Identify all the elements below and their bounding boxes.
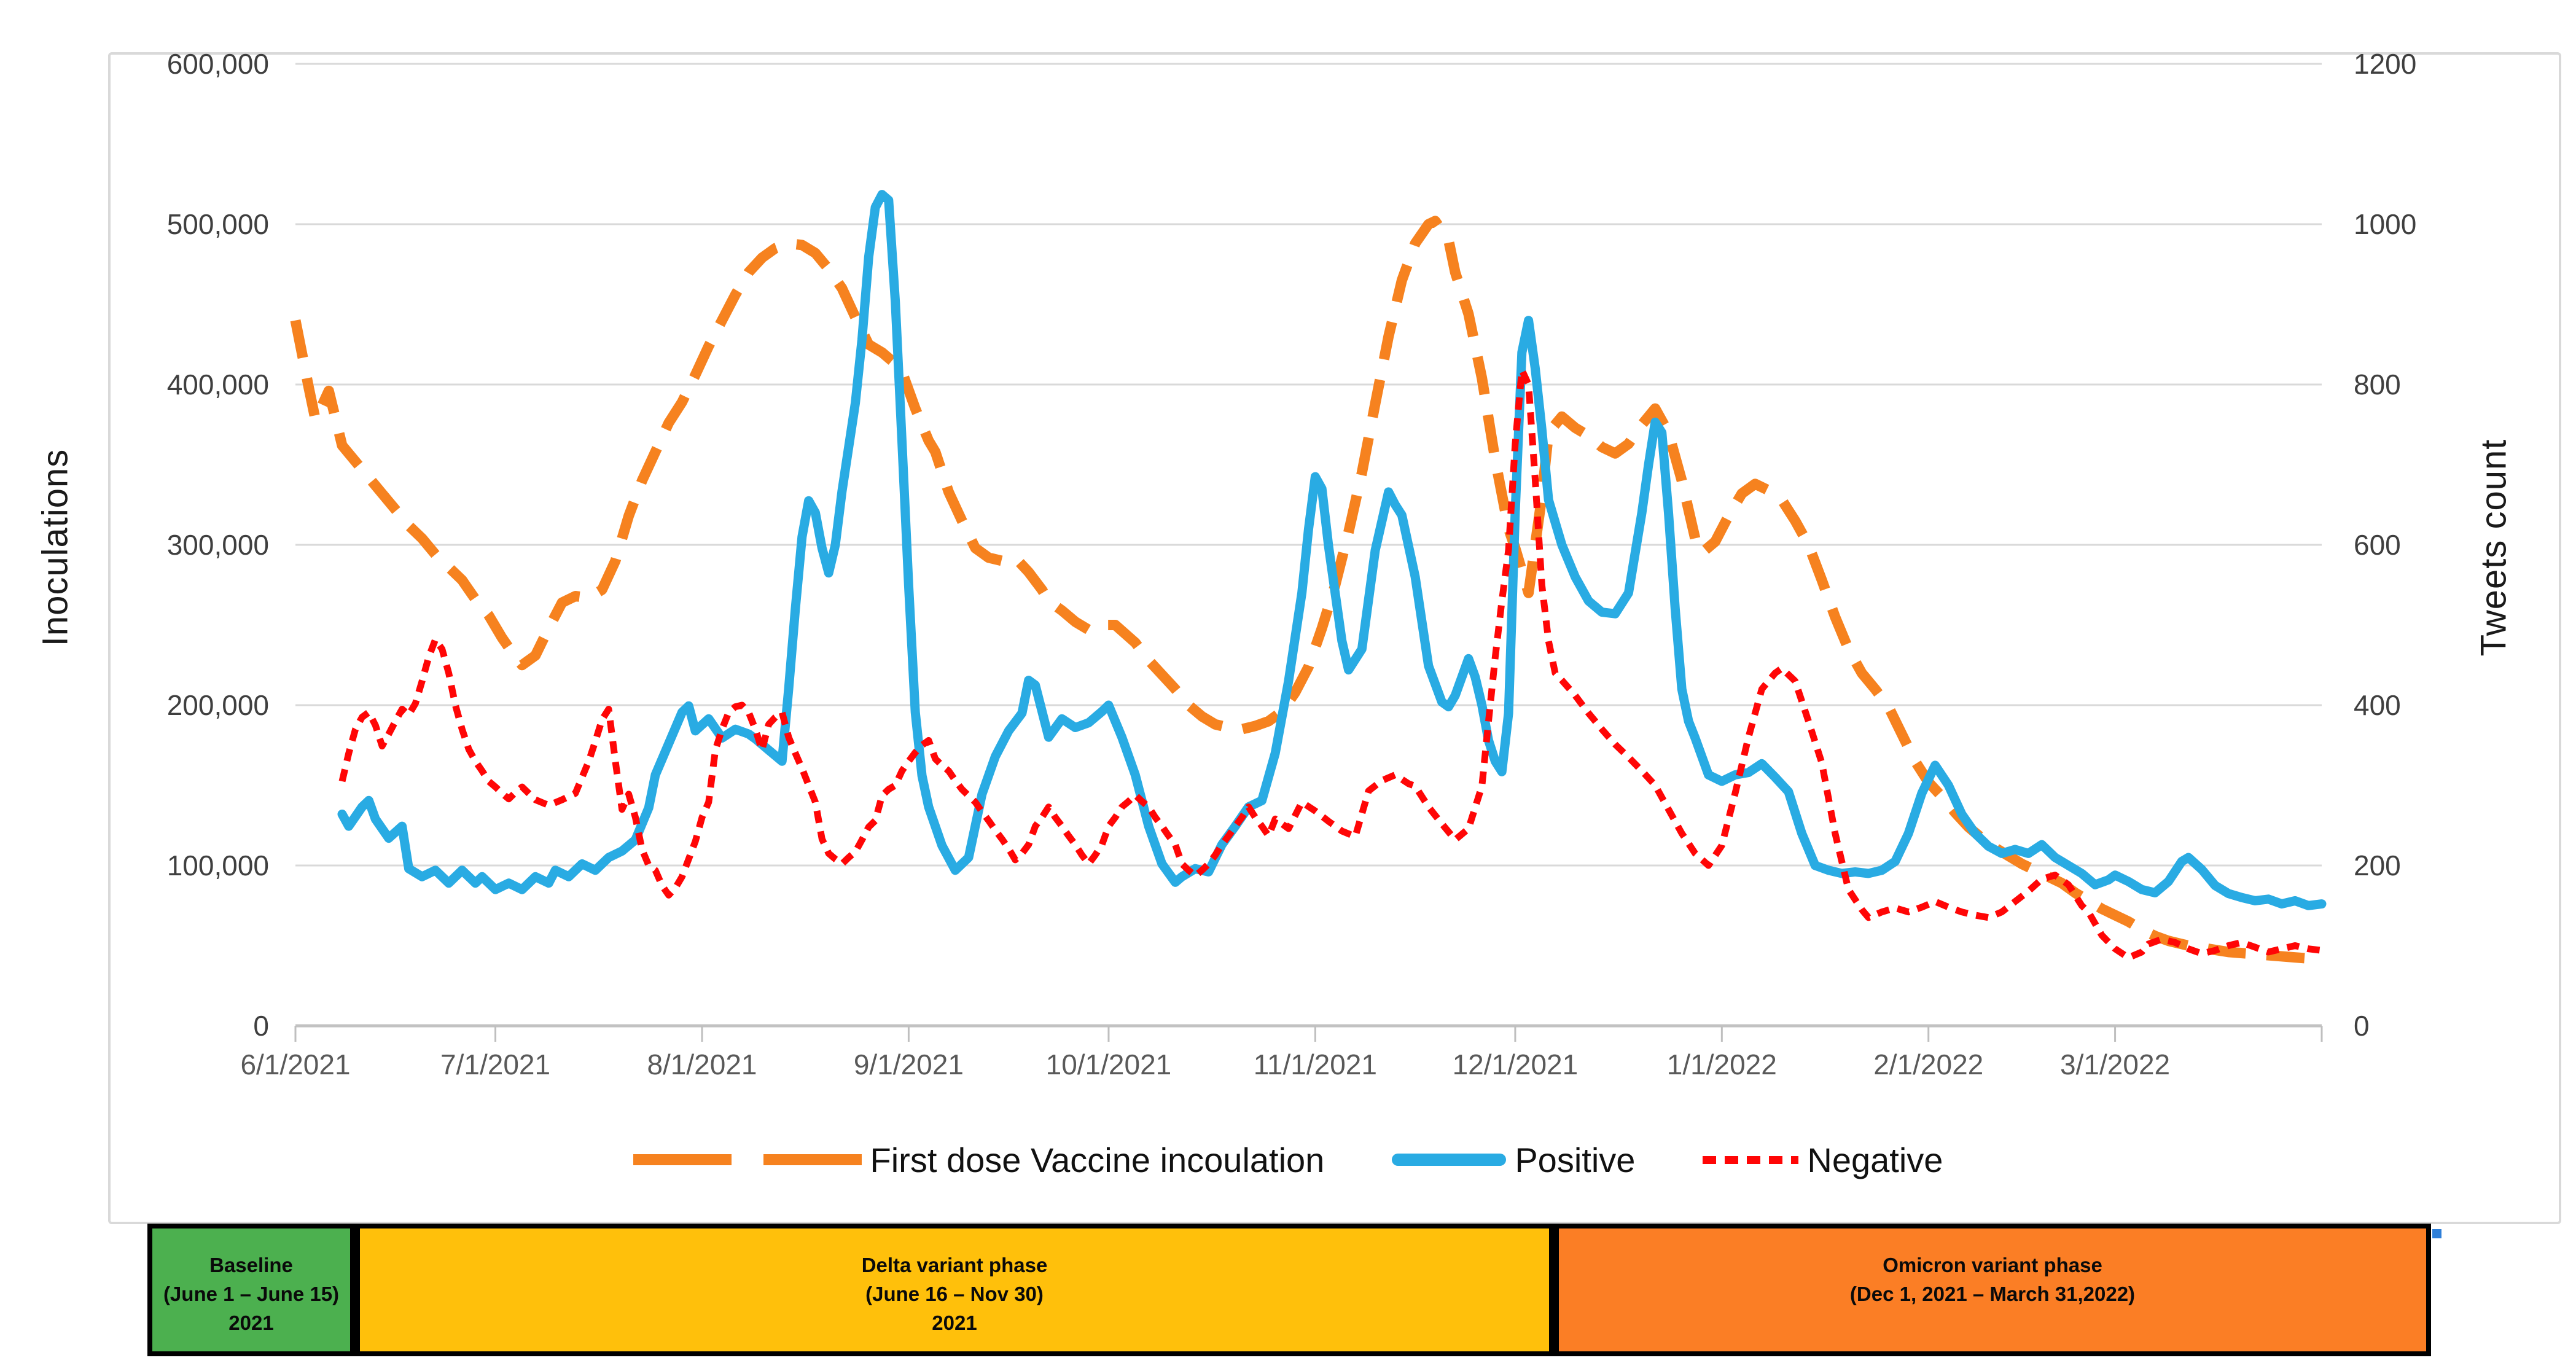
phase-band-delta: Delta variant phase (June 16 – Nov 30) 2…	[355, 1224, 1554, 1356]
right-axis-title: Tweets count	[2473, 439, 2514, 657]
legend-label: Positive	[1515, 1140, 1636, 1179]
y-left-tick-label: 200,000	[166, 689, 269, 721]
y-left-tick-label: 300,000	[166, 529, 269, 561]
x-tick-label: 12/1/2021	[1452, 1049, 1579, 1080]
series-line-first-dose-vaccine-incoulation	[290, 216, 2322, 964]
y-right-tick-label: 400	[2354, 689, 2401, 721]
x-tick-label: 6/1/2021	[240, 1049, 351, 1080]
artifact-blue-square	[2432, 1229, 2441, 1238]
x-tick-label: 9/1/2021	[853, 1049, 964, 1080]
x-tick-label: 11/1/2021	[1253, 1049, 1377, 1080]
left-axis-title: Inoculations	[35, 448, 76, 647]
y-right-tick-label: 1200	[2354, 48, 2417, 80]
legend-label: First dose Vaccine incoulation	[870, 1140, 1325, 1179]
red-dashed-line-swatch	[1703, 1155, 1799, 1164]
legend-item-positive: Positive	[1392, 1140, 1635, 1180]
y-left-tick-label: 400,000	[166, 369, 269, 400]
x-tick-label: 3/1/2022	[2060, 1049, 2171, 1080]
x-tick-label: 2/1/2022	[1873, 1049, 1984, 1080]
x-tick-label: 10/1/2021	[1045, 1049, 1172, 1080]
x-tick-label: 7/1/2021	[440, 1049, 551, 1080]
x-tick-label: 8/1/2021	[647, 1049, 757, 1080]
x-tick-label: 1/1/2022	[1666, 1049, 1777, 1080]
y-right-tick-label: 1000	[2354, 208, 2417, 240]
series-line-negative	[338, 367, 2322, 961]
phase-band-omicron: Omicron variant phase (Dec 1, 2021 – Mar…	[1554, 1224, 2431, 1356]
y-left-tick-label: 600,000	[166, 48, 269, 80]
legend-item-first-dose: First dose Vaccine incoulation	[633, 1140, 1325, 1180]
legend: First dose Vaccine incoulation Positive …	[0, 1135, 2576, 1184]
y-right-tick-label: 200	[2354, 850, 2401, 881]
y-right-tick-label: 600	[2354, 529, 2401, 561]
y-left-tick-label: 0	[253, 1010, 269, 1042]
chart-border	[108, 52, 2561, 1224]
phase-band-baseline: Baseline (June 1 – June 15) 2021	[147, 1224, 355, 1356]
y-right-tick-label: 800	[2354, 369, 2401, 400]
legend-label: Negative	[1807, 1140, 1943, 1179]
orange-dashed-line-swatch	[633, 1154, 862, 1165]
series-line-positive	[337, 190, 2327, 910]
blue-solid-line-swatch	[1392, 1154, 1507, 1166]
y-left-tick-label: 100,000	[166, 850, 269, 881]
legend-item-negative: Negative	[1703, 1140, 1943, 1180]
y-left-tick-label: 500,000	[166, 208, 269, 240]
y-right-tick-label: 0	[2354, 1010, 2370, 1042]
